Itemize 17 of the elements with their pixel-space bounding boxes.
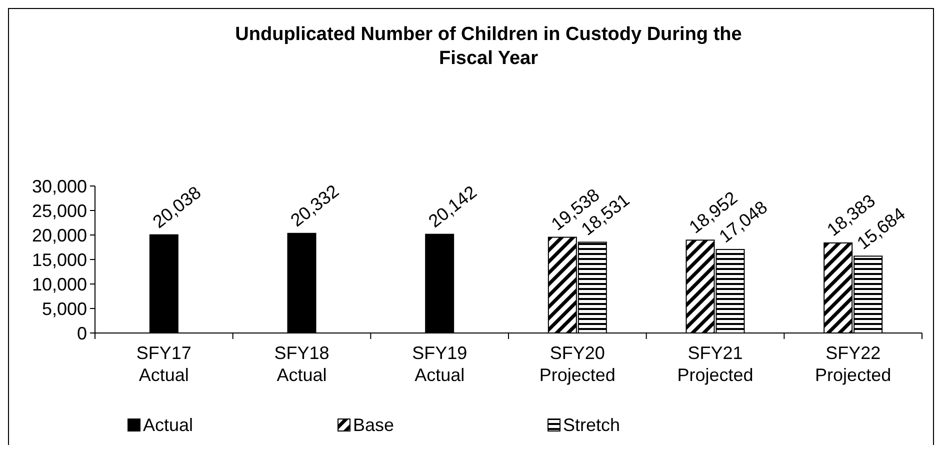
y-tick-label: 5,000 <box>42 298 87 319</box>
y-tick-label: 25,000 <box>32 200 87 221</box>
x-tick-label: SFY21 Projected <box>677 343 754 385</box>
x-tick-label: SFY20 Projected <box>539 343 616 385</box>
legend-label: Actual <box>143 415 194 435</box>
x-tick-label: SFY17 Actual <box>136 343 192 385</box>
y-tick-label: 20,000 <box>32 225 87 246</box>
legend-label: Stretch <box>563 415 620 435</box>
chart-title: Unduplicated Number of Children in Custody During the Fiscal Year <box>235 24 742 69</box>
x-tick-label: SFY18 Actual <box>274 343 330 385</box>
x-tick-label: SFY22 Projected <box>815 343 892 385</box>
y-tick-label: 0 <box>76 323 87 344</box>
legend-label: Base <box>353 415 394 435</box>
y-tick-label: 15,000 <box>32 250 87 270</box>
x-tick-label: SFY19 Actual <box>412 343 468 385</box>
y-tick-label: 10,000 <box>32 274 87 294</box>
y-tick-label: 30,000 <box>32 176 87 196</box>
